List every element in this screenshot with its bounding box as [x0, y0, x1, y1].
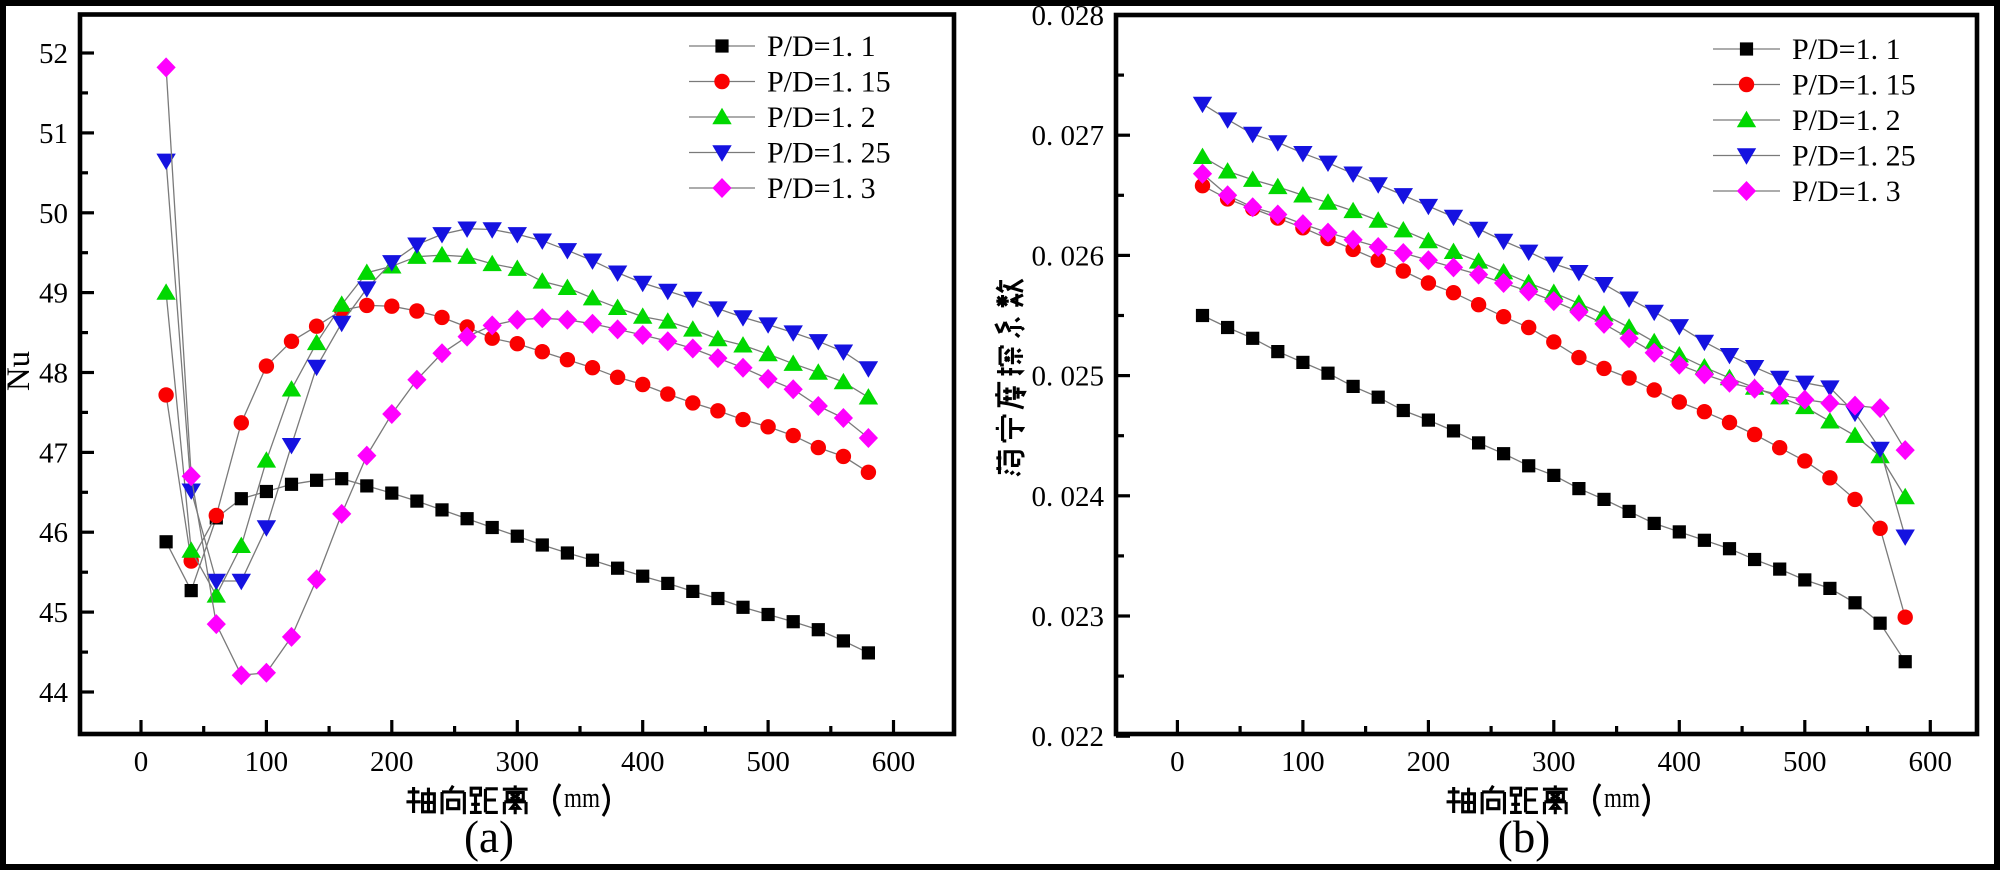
svg-text:49: 49 — [39, 278, 68, 310]
svg-text:P/D=1. 15: P/D=1. 15 — [1792, 69, 1916, 102]
svg-text:P/D=1. 3: P/D=1. 3 — [767, 172, 876, 205]
svg-text:0. 026: 0. 026 — [1032, 240, 1105, 272]
svg-text:0. 024: 0. 024 — [1032, 481, 1105, 513]
svg-text:51: 51 — [39, 118, 68, 150]
svg-text:500: 500 — [1783, 746, 1827, 778]
svg-text:P/D=1. 25: P/D=1. 25 — [1792, 140, 1916, 173]
svg-text:P/D=1. 3: P/D=1. 3 — [1792, 175, 1901, 208]
svg-text:300: 300 — [1532, 746, 1576, 778]
svg-text:47: 47 — [39, 437, 68, 469]
svg-text:300: 300 — [496, 746, 540, 778]
svg-text:52: 52 — [39, 38, 68, 70]
svg-text:0. 023: 0. 023 — [1032, 601, 1105, 633]
svg-text:(b): (b) — [1498, 812, 1550, 862]
svg-text:100: 100 — [1281, 746, 1325, 778]
svg-text:Nu: Nu — [1, 351, 37, 391]
svg-text:50: 50 — [39, 198, 68, 230]
svg-text:mm: mm — [564, 782, 600, 814]
svg-text:P/D=1. 1: P/D=1. 1 — [767, 30, 876, 63]
svg-text:P/D=1. 1: P/D=1. 1 — [1792, 33, 1901, 66]
svg-text:(a): (a) — [464, 812, 514, 862]
svg-text:45: 45 — [39, 597, 68, 629]
svg-text:400: 400 — [1658, 746, 1702, 778]
svg-text:0: 0 — [1170, 746, 1185, 778]
svg-text:44: 44 — [39, 677, 69, 709]
svg-text:P/D=1. 15: P/D=1. 15 — [767, 66, 891, 99]
svg-text:P/D=1. 2: P/D=1. 2 — [1792, 104, 1901, 137]
svg-text:46: 46 — [39, 517, 68, 549]
svg-text:600: 600 — [872, 746, 916, 778]
svg-text:100: 100 — [245, 746, 289, 778]
svg-text:500: 500 — [746, 746, 790, 778]
svg-text:0. 025: 0. 025 — [1032, 361, 1105, 393]
svg-text:600: 600 — [1909, 746, 1953, 778]
svg-text:48: 48 — [39, 358, 68, 390]
svg-text:P/D=1. 25: P/D=1. 25 — [767, 137, 891, 170]
svg-text:200: 200 — [370, 746, 414, 778]
svg-text:mm: mm — [1604, 782, 1640, 814]
svg-text:0. 027: 0. 027 — [1032, 120, 1105, 152]
svg-text:0: 0 — [134, 746, 149, 778]
svg-text:400: 400 — [621, 746, 665, 778]
svg-text:200: 200 — [1407, 746, 1451, 778]
svg-text:0. 028: 0. 028 — [1032, 0, 1105, 32]
svg-text:P/D=1. 2: P/D=1. 2 — [767, 101, 876, 134]
svg-text:0. 022: 0. 022 — [1032, 721, 1105, 753]
